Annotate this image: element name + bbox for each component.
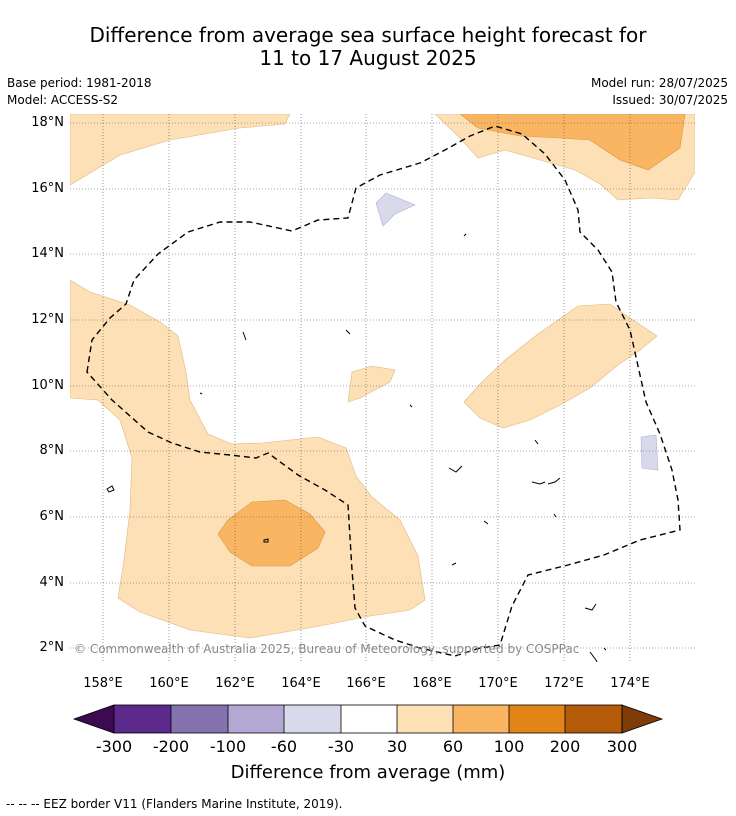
lat-label: 12°N	[31, 312, 64, 327]
colorbar-tick: -200	[152, 737, 190, 756]
anomaly-region-top-left	[70, 114, 291, 186]
map-title-line2: 11 to 17 August 2025	[259, 46, 477, 70]
lat-label: 6°N	[39, 509, 65, 524]
colorbar-bin-3	[228, 705, 284, 733]
anomaly-negative-patch-1	[375, 192, 416, 227]
anomaly-region-right	[463, 303, 658, 429]
colorbar-bin-7	[453, 705, 509, 733]
colorbar-tick: 30	[386, 737, 408, 756]
colorbar-tick: 100	[493, 737, 525, 756]
anomaly-region-top-right-strong	[459, 114, 686, 171]
islands	[106, 233, 607, 662]
anomaly-region-center-strong	[217, 499, 326, 567]
colorbar-tick: -30	[327, 737, 355, 756]
colorbar-tick: 60	[442, 737, 464, 756]
lat-label: 8°N	[39, 443, 65, 458]
lat-label: 16°N	[31, 181, 64, 196]
colorbar-bin-8	[509, 705, 565, 733]
colorbar-bin-1	[114, 705, 171, 733]
colorbar-tick: 300	[606, 737, 638, 756]
lat-label: 2°N	[39, 640, 65, 655]
model-name: Model: ACCESS-S2	[7, 93, 119, 107]
colorbar	[72, 704, 664, 734]
lon-label: 164°E	[281, 676, 321, 691]
colorbar-bin-9	[565, 705, 622, 733]
colorbar-tick: -300	[95, 737, 133, 756]
anomaly-field	[70, 114, 695, 662]
map-title-line1: Difference from average sea surface heig…	[89, 23, 647, 47]
lon-label: 168°E	[412, 676, 452, 691]
lat-label: 10°N	[31, 378, 64, 393]
anomaly-negative-patch-2	[640, 434, 659, 471]
lon-label: 158°E	[83, 676, 123, 691]
colorbar-tick: -100	[209, 737, 247, 756]
colorbar-label: Difference from average (mm)	[230, 762, 506, 783]
lon-label: 174°E	[610, 676, 650, 691]
colorbar-extend-low	[72, 704, 115, 734]
base-period: Base period: 1981-2018	[7, 76, 152, 90]
lon-label: 162°E	[215, 676, 255, 691]
colorbar-bin-6	[397, 705, 453, 733]
issued-date: Issued: 30/07/2025	[612, 93, 728, 107]
copyright-notice: © Commonwealth of Australia 2025, Bureau…	[74, 642, 580, 656]
lon-label: 170°E	[478, 676, 518, 691]
lon-label: 166°E	[346, 676, 386, 691]
model-run: Model run: 28/07/2025	[590, 76, 728, 90]
colorbar-extend-high	[621, 704, 664, 734]
anomaly-region-small	[347, 365, 396, 403]
colorbar-bin-5	[341, 705, 397, 733]
colorbar-tick: -60	[270, 737, 298, 756]
eez-border	[86, 125, 681, 657]
graticule	[70, 114, 695, 662]
lat-label: 4°N	[39, 575, 65, 590]
lon-label: 172°E	[544, 676, 584, 691]
colorbar-bin-4	[284, 705, 341, 733]
lat-label: 14°N	[31, 246, 64, 261]
colorbar-bin-2	[171, 705, 228, 733]
lat-label: 18°N	[31, 115, 64, 130]
colorbar-tick: 200	[549, 737, 581, 756]
eez-legend-note: -- -- -- EEZ border V11 (Flanders Marine…	[6, 797, 343, 811]
lon-label: 160°E	[149, 676, 189, 691]
anomaly-region-left	[70, 279, 426, 639]
